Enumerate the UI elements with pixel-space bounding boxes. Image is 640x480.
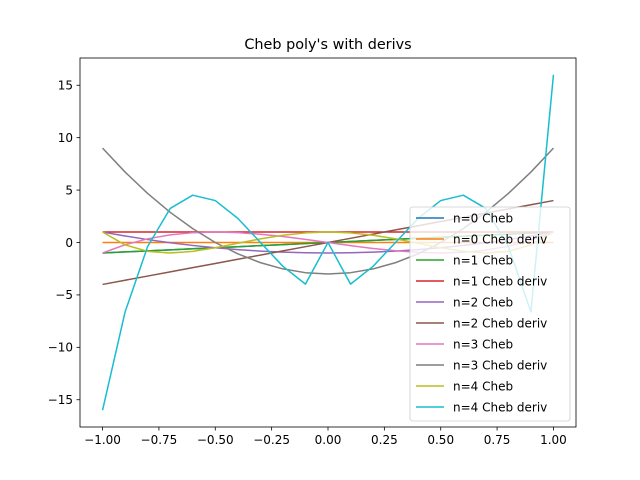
legend-label: n=2 Cheb (453, 295, 513, 309)
y-tick-label: −10 (48, 341, 73, 355)
y-tick-label: −15 (48, 393, 73, 407)
x-tick-label: −1.00 (84, 433, 121, 447)
legend-label: n=0 Cheb (453, 211, 513, 225)
legend-box (409, 206, 571, 422)
legend-label: n=2 Cheb deriv (453, 316, 547, 330)
y-axis: −15 −10 −5 0 5 10 15 (48, 79, 80, 407)
y-tick-label: 15 (58, 79, 73, 93)
x-tick-label: 0.50 (427, 433, 454, 447)
x-tick-label: 0.75 (484, 433, 511, 447)
y-tick-label: 5 (65, 183, 73, 197)
legend-label: n=3 Cheb deriv (453, 358, 547, 372)
x-tick-label: 1.00 (540, 433, 567, 447)
legend-label: n=1 Cheb (453, 253, 513, 267)
legend-label: n=0 Cheb deriv (453, 232, 547, 246)
y-tick-label: 10 (58, 131, 73, 145)
x-tick-label: −0.25 (253, 433, 290, 447)
y-tick-label: −5 (55, 288, 73, 302)
chart-title: Cheb poly's with derivs (244, 37, 411, 53)
series-line-9 (101, 74, 555, 411)
legend-label: n=3 Cheb (453, 337, 513, 351)
legend-label: n=4 Cheb (453, 379, 513, 393)
legend-label: n=1 Cheb deriv (453, 274, 547, 288)
x-tick-label: −0.50 (197, 433, 234, 447)
y-tick-label: 0 (65, 236, 73, 250)
x-tick-label: 0.25 (371, 433, 398, 447)
x-axis: −1.00 −0.75 −0.50 −0.25 0.00 0.25 0.50 0.75 1.00 (84, 427, 567, 447)
x-tick-label: −0.75 (141, 433, 178, 447)
legend: n=0 Cheb n=0 Cheb deriv n=1 Cheb n=1 Cheb d… (409, 206, 571, 422)
x-tick-label: 0.00 (315, 433, 342, 447)
legend-label: n=4 Cheb deriv (453, 400, 547, 414)
